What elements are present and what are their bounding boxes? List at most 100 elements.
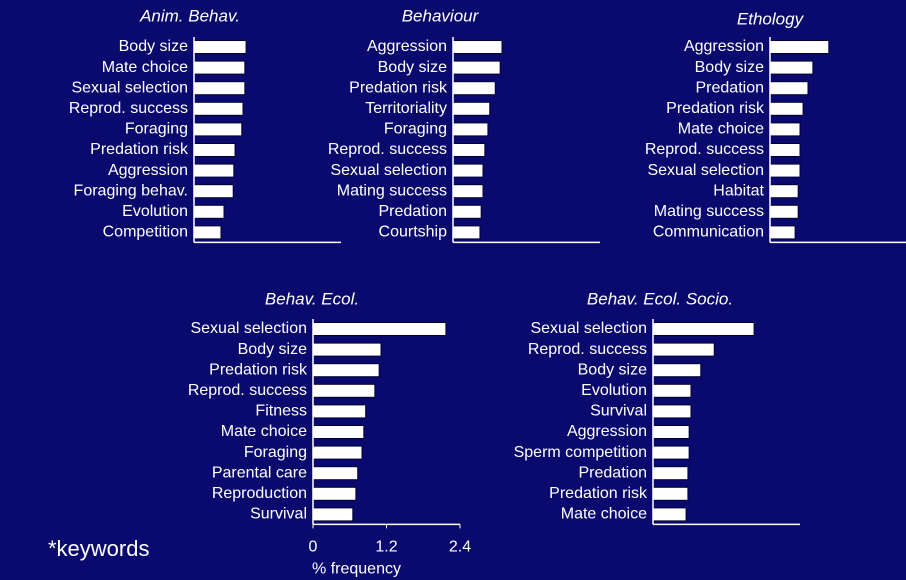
y-tick-label: Mating success [337,182,447,199]
y-tick-label: Competition [103,224,188,241]
y-tick-label: Sexual selection [330,162,447,179]
y-tick-label: Territoriality [365,100,447,117]
bar [193,143,236,157]
y-tick-label: Courtship [379,224,448,241]
y-tick-label: Predation risk [349,79,448,96]
y-tick-label: Mate choice [678,121,764,138]
bar [769,184,799,199]
annotation: *keywords [48,536,149,561]
bar [452,143,486,157]
y-tick-label: Mating success [654,203,764,220]
bar [193,122,243,137]
y-tick-label: Predation risk [90,141,189,158]
y-tick-label: Aggression [567,423,647,440]
y-tick-label: Sexual selection [647,162,764,179]
y-tick-label: Survival [590,403,647,420]
bar [312,445,363,460]
bar [452,60,501,75]
bar [452,184,484,199]
y-tick-label: Foraging [125,121,188,138]
bar [312,404,367,419]
y-tick-label: Predation [379,203,448,220]
bar [769,101,804,116]
y-tick-label: Mate choice [561,506,647,523]
y-tick-label: Evolution [122,203,188,220]
bar [652,445,690,460]
bar [312,363,380,378]
y-tick-label: Reprod. success [69,100,188,117]
bar [312,486,357,501]
bar [193,225,222,240]
bar [312,466,359,481]
bar [769,60,814,75]
bar [652,322,755,336]
bar [193,163,235,178]
y-tick-label: Reprod. success [188,382,307,399]
y-tick-label: Predation risk [549,485,648,502]
y-tick-label: Body size [238,341,307,358]
bar [769,143,801,157]
bar [769,122,801,137]
y-tick-label: Mate choice [102,59,188,76]
y-tick-label: Foraging behav. [74,182,188,199]
bar [193,204,225,219]
bar [652,507,687,522]
bar [452,122,489,137]
y-tick-label: Parental care [212,464,307,481]
y-tick-label: Mate choice [221,423,307,440]
y-tick-label: Foraging [384,121,447,138]
x-tick-label: 0 [309,539,318,556]
y-tick-label: Predation [579,464,648,481]
bar [193,184,234,199]
y-tick-label: Body size [378,59,447,76]
bar [652,425,690,439]
bar [652,466,689,481]
y-tick-label: Aggression [367,38,447,55]
y-tick-label: Sexual selection [71,79,188,96]
bar [452,101,491,116]
bar [652,363,702,378]
bar [652,342,715,357]
bar [312,507,354,522]
y-tick-label: Communication [653,224,764,241]
bar [452,204,482,219]
y-tick-label: Predation risk [666,100,765,117]
bar [452,40,503,54]
chart-title: Behav. Ecol. [265,289,359,308]
x-tick-label: 2.4 [449,539,471,556]
bar [193,60,246,75]
y-tick-label: Reprod. success [528,341,647,358]
y-tick-label: Sexual selection [530,320,647,337]
y-tick-label: Reprod. success [645,141,764,158]
bar [312,383,376,398]
y-tick-label: Reprod. success [328,141,447,158]
chart-title: Behav. Ecol. Socio. [587,289,733,308]
y-tick-label: Foraging [244,444,307,461]
y-tick-label: Predation risk [209,361,308,378]
y-tick-label: Sexual selection [190,320,307,337]
y-tick-label: Fitness [255,403,307,420]
bar [769,163,801,178]
bar [193,40,247,54]
y-tick-label: Evolution [581,382,647,399]
y-tick-label: Body size [695,59,764,76]
x-axis-label: % frequency [312,561,401,578]
bar [652,486,689,501]
y-tick-label: Predation [696,79,765,96]
bar [652,383,692,398]
bar [452,163,484,178]
bar [312,322,447,336]
bar [193,81,246,96]
y-tick-label: Body size [578,361,647,378]
y-tick-label: Reproduction [212,485,307,502]
chart-title: Behaviour [402,6,480,25]
bar [452,225,481,240]
bar [312,425,365,439]
bar [769,204,799,219]
bar [312,342,382,357]
bar [652,404,692,419]
chart-title: Ethology [737,9,805,28]
bar [769,40,830,54]
y-tick-label: Sperm competition [514,444,647,461]
